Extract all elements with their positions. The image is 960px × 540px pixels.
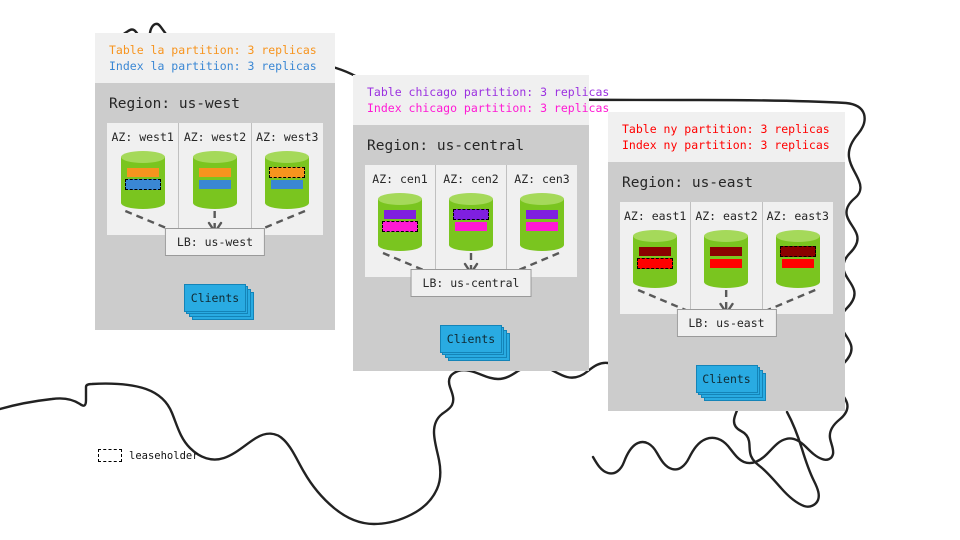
az-label: AZ: west1 xyxy=(111,130,174,144)
partition-line: Table la partition: 3 replicas xyxy=(109,43,317,57)
region-panel-us-east: Table ny partition: 3 replicas Index ny p… xyxy=(608,112,845,411)
az-cell[interactable]: AZ: cen3 xyxy=(507,165,577,277)
lb-clients-link xyxy=(214,260,216,282)
database-node-icon[interactable] xyxy=(775,230,820,288)
partition-line: Index chicago partition: 3 replicas xyxy=(367,101,610,115)
table-replica xyxy=(526,210,558,219)
florida-peninsula-path xyxy=(732,393,820,508)
az-cell[interactable]: AZ: cen1 xyxy=(365,165,436,277)
index-replica xyxy=(710,259,743,268)
cylinder-top xyxy=(449,193,493,205)
cylinder-top xyxy=(378,193,422,205)
lb-clients-link xyxy=(470,301,472,323)
az-connector xyxy=(507,251,577,277)
database-node-icon[interactable] xyxy=(633,230,678,288)
region-title-us-central: Region: us-central xyxy=(367,138,525,154)
az-cell[interactable]: AZ: west1 xyxy=(107,123,180,235)
az-label: AZ: east2 xyxy=(695,209,758,223)
partition-line: Table ny partition: 3 replicas xyxy=(622,122,830,136)
az-cell[interactable]: AZ: east3 xyxy=(763,202,833,314)
table-replica xyxy=(710,247,743,256)
region-panel-us-west: Table la partition: 3 replicas Index la p… xyxy=(95,33,335,330)
partition-header-us-central: Table chicago partition: 3 replicas Index… xyxy=(353,75,610,125)
cylinder-top xyxy=(520,193,564,205)
az-label: AZ: east1 xyxy=(624,209,687,223)
table-replica xyxy=(639,247,672,256)
cylinder-top xyxy=(120,151,165,163)
cylinder-top xyxy=(192,151,237,163)
az-row-us-west: AZ: west1 AZ: west2 AZ: west3 xyxy=(107,123,323,235)
az-cell[interactable]: AZ: west2 xyxy=(179,123,252,235)
az-connector xyxy=(620,288,690,314)
table-replica xyxy=(198,168,231,177)
table-replica xyxy=(126,168,159,177)
index-replica-leaseholder xyxy=(637,258,674,269)
database-node-icon[interactable] xyxy=(520,193,564,251)
index-replica-leaseholder xyxy=(124,179,161,190)
partition-line: Index ny partition: 3 replicas xyxy=(622,138,830,152)
index-replica xyxy=(526,222,558,231)
load-balancer-us-east[interactable]: LB: us-east xyxy=(676,309,777,337)
index-replica xyxy=(781,259,814,268)
region-title-us-west: Region: us-west xyxy=(109,96,240,112)
clients-group-us-west[interactable]: Clients xyxy=(184,284,254,320)
database-node-icon[interactable] xyxy=(192,151,237,209)
clients-label: Clients xyxy=(702,372,751,386)
index-replica xyxy=(455,222,487,231)
az-connector xyxy=(763,288,833,314)
az-connector xyxy=(252,209,323,235)
cylinder-top xyxy=(633,230,678,242)
az-connector xyxy=(365,251,435,277)
lb-clients-link xyxy=(726,341,728,363)
table-replica-leaseholder xyxy=(453,209,489,220)
database-node-icon[interactable] xyxy=(265,151,310,209)
partition-line: Index la partition: 3 replicas xyxy=(109,59,317,73)
clients-box[interactable]: Clients xyxy=(695,365,758,393)
az-label: AZ: west2 xyxy=(183,130,247,144)
cylinder-top xyxy=(775,230,820,242)
partition-header-us-east: Table ny partition: 3 replicas Index ny p… xyxy=(608,112,845,162)
clients-label: Clients xyxy=(190,291,240,305)
az-label: AZ: cen1 xyxy=(372,172,428,186)
index-replica xyxy=(271,180,304,189)
partition-header-us-west: Table la partition: 3 replicas Index la p… xyxy=(95,33,335,83)
az-label: AZ: cen3 xyxy=(514,172,570,186)
leaseholder-icon xyxy=(98,449,122,462)
az-row-us-central: AZ: cen1 AZ: cen2 AZ: cen3 xyxy=(365,165,577,277)
az-cell[interactable]: AZ: west3 xyxy=(252,123,323,235)
table-replica xyxy=(384,210,416,219)
az-cell[interactable]: AZ: cen2 xyxy=(436,165,507,277)
az-label: AZ: west3 xyxy=(256,130,319,144)
legend-label: leaseholder xyxy=(129,449,199,462)
legend: leaseholder xyxy=(98,449,199,462)
cylinder-top xyxy=(265,151,310,163)
index-replica-leaseholder xyxy=(382,221,418,232)
clients-box[interactable]: Clients xyxy=(440,325,502,353)
clients-group-us-east[interactable]: Clients xyxy=(695,365,766,401)
database-node-icon[interactable] xyxy=(704,230,749,288)
partition-line: Table chicago partition: 3 replicas xyxy=(367,85,610,99)
clients-box[interactable]: Clients xyxy=(184,284,246,312)
az-connector xyxy=(107,209,178,235)
az-cell[interactable]: AZ: east2 xyxy=(691,202,763,314)
database-node-icon[interactable] xyxy=(378,193,422,251)
clients-label: Clients xyxy=(446,332,496,346)
table-replica-leaseholder xyxy=(269,167,306,178)
cylinder-top xyxy=(704,230,749,242)
az-connector xyxy=(691,288,761,314)
region-panel-us-central: Table chicago partition: 3 replicas Index… xyxy=(353,75,610,371)
az-cell[interactable]: AZ: east1 xyxy=(620,202,692,314)
load-balancer-us-west[interactable]: LB: us-west xyxy=(164,228,266,256)
table-replica-leaseholder xyxy=(779,246,816,257)
load-balancer-us-central[interactable]: LB: us-central xyxy=(410,269,532,297)
az-row-us-east: AZ: east1 AZ: east2 AZ: east3 xyxy=(620,202,833,314)
az-label: AZ: cen2 xyxy=(443,172,499,186)
database-node-icon[interactable] xyxy=(449,193,493,251)
clients-group-us-central[interactable]: Clients xyxy=(440,325,510,361)
database-node-icon[interactable] xyxy=(120,151,165,209)
index-replica xyxy=(198,180,231,189)
region-title-us-east: Region: us-east xyxy=(622,175,753,191)
az-label: AZ: east3 xyxy=(766,209,829,223)
